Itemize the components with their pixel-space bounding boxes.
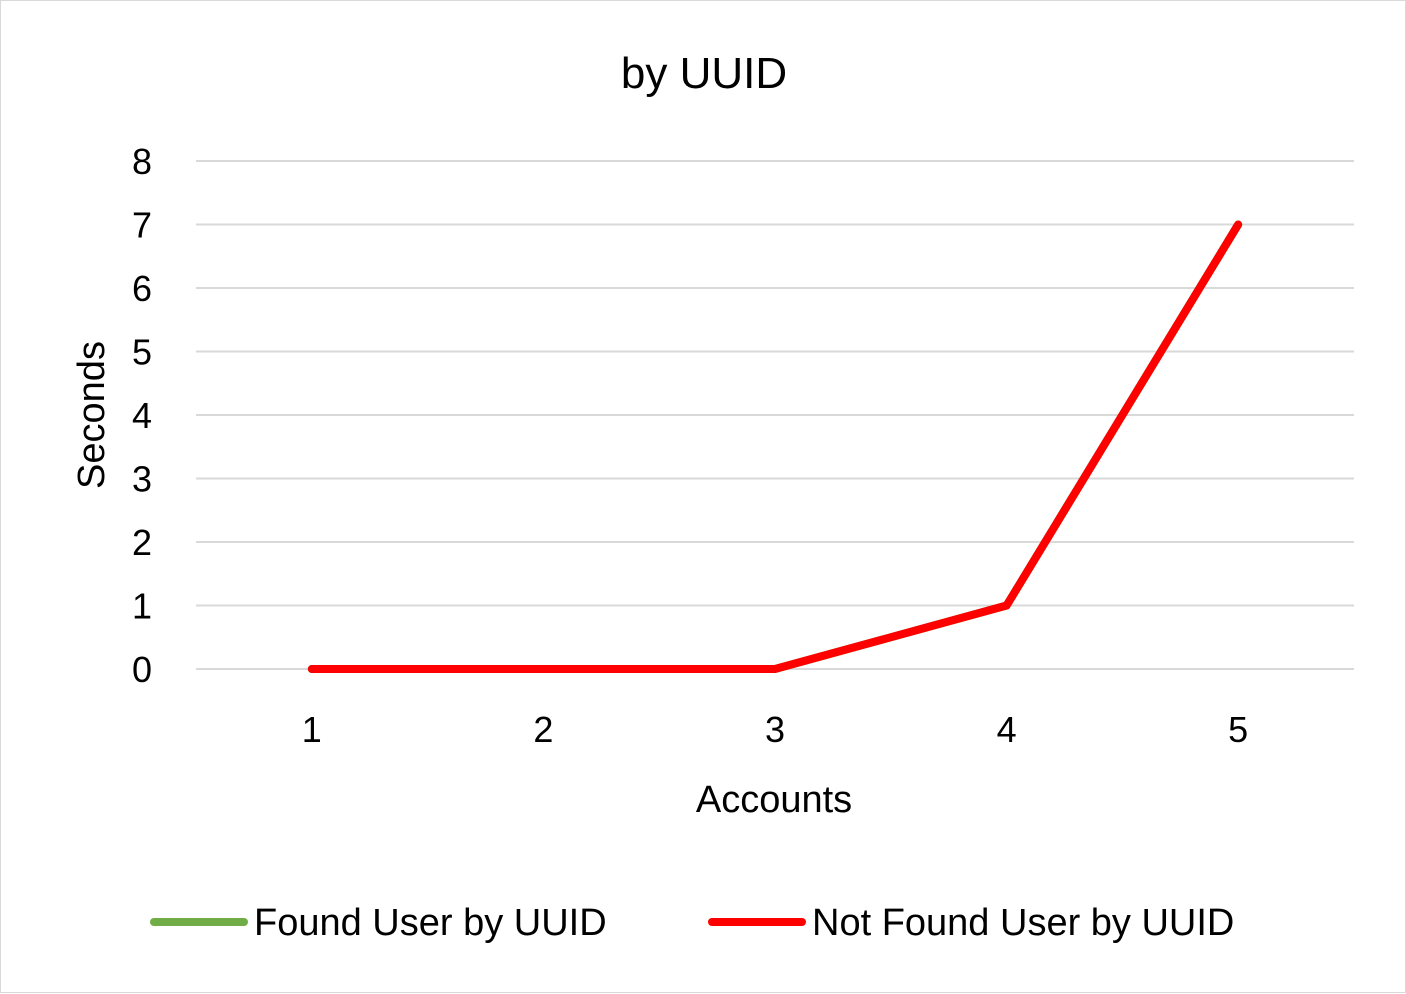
y-tick-label: 5 (132, 332, 152, 373)
y-axis-title: Seconds (71, 341, 113, 489)
y-tick-label: 8 (132, 141, 152, 182)
y-tick-label: 4 (132, 395, 152, 436)
x-tick-label: 3 (765, 709, 785, 750)
series-lines (307, 220, 1243, 673)
y-axis-tick-labels: 0 1 2 3 4 5 6 7 8 (132, 141, 152, 690)
y-tick-label: 0 (132, 649, 152, 690)
legend-label-found: Found User by UUID (254, 902, 607, 944)
legend: Found User by UUID Not Found User by UUI… (150, 902, 1234, 944)
y-tick-label: 3 (132, 459, 152, 500)
x-tick-label: 5 (1228, 709, 1248, 750)
y-tick-label: 2 (132, 522, 152, 563)
legend-item-not-found: Not Found User by UUID (708, 902, 1234, 944)
data-point (1006, 605, 1008, 606)
data-point (311, 668, 313, 670)
data-point (542, 668, 544, 670)
x-tick-label: 4 (997, 709, 1017, 750)
y-tick-label: 1 (132, 586, 152, 627)
x-tick-label: 2 (533, 709, 553, 750)
chart-title: by UUID (621, 49, 787, 98)
x-axis-tick-labels: 1 2 3 4 5 (302, 709, 1248, 750)
y-tick-label: 7 (132, 205, 152, 246)
x-axis-title: Accounts (696, 779, 852, 821)
data-point (774, 668, 776, 670)
x-tick-label: 1 (302, 709, 322, 750)
legend-item-found: Found User by UUID (150, 902, 607, 944)
series-line-not-found (307, 220, 1243, 673)
gridlines (196, 160, 1354, 670)
legend-label-not-found: Not Found User by UUID (812, 902, 1234, 944)
data-point (1237, 224, 1239, 225)
y-tick-label: 6 (132, 268, 152, 309)
